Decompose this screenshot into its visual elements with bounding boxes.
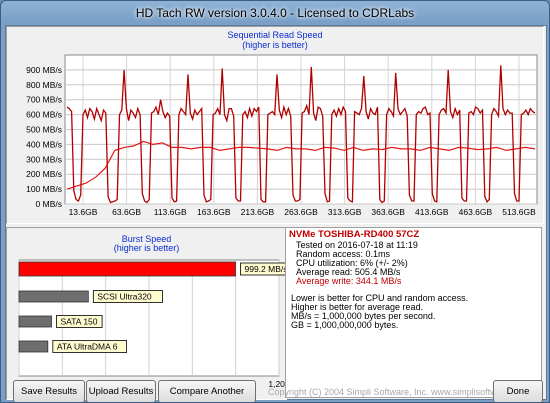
note-cpu: Lower is better for CPU and random acces… [291,293,469,303]
write-speed-line [66,140,536,190]
y-tick-label: 500 MB/s [26,125,62,135]
x-tick-label: 263.6GB [284,207,318,217]
burst-label: SATA 150 [61,317,98,327]
burst-chart-subtitle: (higher is better) [113,243,180,253]
window-title: HD Tach RW version 3.0.4.0 - Licensed to… [135,6,415,20]
average-read: Average read: 505.4 MB/s [296,267,401,277]
y-tick-label: 0 MB/s [36,199,62,209]
x-tick-label: 63.6GB [112,207,141,217]
y-tick-label: 200 MB/s [26,169,62,179]
done-button[interactable]: Done [493,380,543,402]
x-tick-label: 1,200 [268,379,286,389]
tested-date: Tested on 2016-07-18 at 11:19 [296,240,418,250]
x-tick-label: 13.6GB [69,207,98,217]
random-access: Random access: 0.1ms [296,249,391,259]
burst-bar [18,261,236,277]
copyright-footer: Copyright (C) 2004 Simpli Software, Inc.… [268,387,530,397]
y-tick-label: 900 MB/s [26,65,62,75]
burst-label-box [240,262,286,276]
burst-label-box [52,340,128,353]
x-tick-label: 463.6GB [459,207,493,217]
burst-label-box [56,315,103,328]
burst-bar [18,315,52,328]
y-tick-label: 100 MB/s [26,184,62,194]
burst-label: SCSI Ultra320 [97,292,152,302]
client-area: Sequential Read Speed (higher is better)… [5,25,547,402]
y-tick-label: 300 MB/s [26,154,62,164]
burst-bar [18,290,89,303]
burst-chart-title: Burst Speed [121,234,172,244]
compare-drive-button[interactable]: Compare Another Drive [158,380,256,402]
y-tick-label: 600 MB/s [26,110,62,120]
y-tick-label: 700 MB/s [26,95,62,105]
sequential-chart-subtitle: (higher is better) [242,40,308,50]
note-gb: GB = 1,000,000,000 bytes. [291,320,399,330]
cpu-utilization: CPU utilization: 6% (+/- 2%) [296,258,408,268]
burst-speed-panel: Burst Speed (higher is better) 020040060… [6,227,287,400]
sequential-read-panel: Sequential Read Speed (higher is better)… [6,26,544,224]
upload-results-button[interactable]: Upload Results [86,380,156,402]
burst-bar [18,340,49,353]
save-results-button[interactable]: Save Results [13,380,85,402]
x-tick-label: 163.6GB [197,207,231,217]
x-tick-label: 213.6GB [241,207,275,217]
y-tick-label: 400 MB/s [26,139,62,149]
average-write: Average write: 344.1 MB/s [296,276,402,286]
x-tick-label: 363.6GB [371,207,405,217]
sequential-read-chart: 0 MB/s 100 MB/s 200 MB/s 300 MB/s 400 MB/s 50… [26,54,538,217]
drive-name: NVMe TOSHIBA-RD400 57CZ [289,229,420,240]
note-mbs: MB/s = 1,000,000 bytes per second. [291,311,436,321]
burst-label: 999.2 MB/s [244,264,286,274]
x-tick-label: 313.6GB [328,207,362,217]
burst-label: ATA UltraDMA 6 [57,342,118,352]
x-tick-label: 413.6GB [415,207,449,217]
x-tick-label: 513.6GB [502,207,536,217]
burst-label-box [92,290,163,303]
sequential-chart-title: Sequential Read Speed [227,30,323,40]
results-info-panel: NVMe TOSHIBA-RD400 57CZ Tested on 2016-0… [285,227,542,398]
x-tick-label: 113.6GB [154,207,187,217]
y-tick-label: 800 MB/s [26,80,62,90]
note-read: Higher is better for average read. [291,302,424,312]
read-speed-line [66,65,536,204]
